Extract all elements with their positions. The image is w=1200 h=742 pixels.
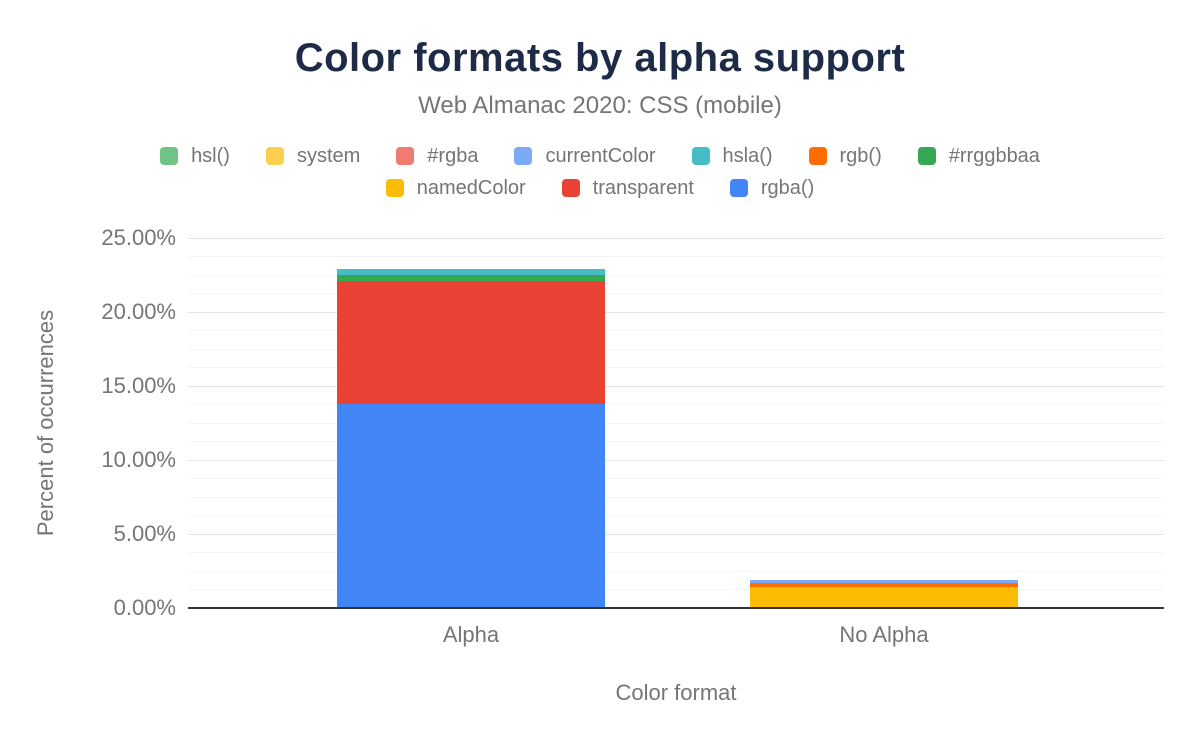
bar-segment[interactable] xyxy=(750,579,1018,584)
gridline-major xyxy=(188,237,1164,239)
gridline-minor xyxy=(188,367,1164,368)
gridline-minor xyxy=(188,570,1164,572)
legend-label: system xyxy=(296,145,361,167)
y-tick-label: 15.00% xyxy=(101,373,176,398)
legend-row: namedColor transparent rgba() xyxy=(0,176,1200,200)
gridline-major xyxy=(188,385,1164,387)
gridline-major xyxy=(188,459,1164,461)
bar-segment[interactable] xyxy=(750,587,1018,608)
bar-segment[interactable] xyxy=(337,404,605,608)
legend-label: currentColor xyxy=(545,145,656,167)
bar-segment[interactable] xyxy=(337,281,605,405)
legend-swatch xyxy=(265,147,284,165)
x-tick-label: No Alpha xyxy=(839,622,929,647)
legend-swatch xyxy=(561,179,580,197)
legend-label: #rgba xyxy=(427,145,479,167)
bar-segment[interactable] xyxy=(337,269,605,276)
legend: hsl() system #rgba currentColor hsla() rgb() #… xyxy=(0,144,1200,208)
y-tick-label: 10.00% xyxy=(101,447,176,472)
chart-title: Color formats by alpha support xyxy=(294,36,906,80)
gridline-minor xyxy=(188,422,1164,424)
gridline-minor xyxy=(188,515,1164,516)
bar-segment[interactable] xyxy=(750,583,1018,588)
legend-swatch xyxy=(917,147,936,165)
legend-item-rgb[interactable]: rgb() xyxy=(808,144,882,168)
gridline-minor xyxy=(188,404,1164,405)
legend-label: #rrggbbaa xyxy=(948,145,1040,167)
legend-swatch xyxy=(729,179,748,197)
gridline-major xyxy=(188,311,1164,313)
gridline-minor xyxy=(188,496,1164,498)
legend-item-currentcolor[interactable]: currentColor xyxy=(514,144,656,168)
y-tick-label: 20.00% xyxy=(101,299,176,324)
x-tick-label: Alpha xyxy=(442,622,500,647)
gridline-major xyxy=(188,533,1164,535)
chart-subtitle: Web Almanac 2020: CSS (mobile) xyxy=(418,92,782,119)
legend-swatch xyxy=(514,147,533,165)
gridline-minor xyxy=(188,552,1164,553)
legend-item-rgba[interactable]: rgba() xyxy=(729,176,815,200)
legend-swatch xyxy=(691,147,710,165)
legend-item-transparent[interactable]: transparent xyxy=(561,176,694,200)
legend-item-hsla[interactable]: hsla() xyxy=(691,144,773,168)
gridline-minor xyxy=(188,330,1164,331)
gridline-minor xyxy=(188,478,1164,479)
legend-label: hsl() xyxy=(191,145,230,167)
gridline-minor xyxy=(188,256,1164,257)
plot-area xyxy=(188,237,1164,609)
legend-label: transparent xyxy=(592,177,694,199)
y-axis-title: Percent of occurrences xyxy=(33,309,58,537)
legend-item-hsl[interactable]: hsl() xyxy=(160,144,230,168)
gridline-minor xyxy=(188,293,1164,294)
x-axis-line xyxy=(188,607,1164,609)
gridline-minor xyxy=(188,274,1164,276)
x-axis-title: Color format xyxy=(615,680,737,705)
gridline-minor xyxy=(188,589,1164,590)
legend-swatch xyxy=(385,179,404,197)
gridline-minor xyxy=(188,348,1164,350)
legend-label: rgba() xyxy=(760,177,815,199)
y-tick-label: 25.00% xyxy=(101,225,176,250)
legend-swatch xyxy=(160,147,179,165)
legend-swatch xyxy=(396,147,415,165)
gridline-minor xyxy=(188,441,1164,442)
legend-row: hsl() system #rgba currentColor hsla() rgb() #… xyxy=(0,144,1200,168)
y-tick-label: 5.00% xyxy=(113,521,176,546)
legend-item-system[interactable]: system xyxy=(265,144,361,168)
legend-item-namedcolor[interactable]: namedColor xyxy=(385,176,526,200)
bar-alpha xyxy=(337,269,605,608)
legend-swatch xyxy=(808,147,827,165)
legend-item-rrggbbaa[interactable]: #rrggbbaa xyxy=(917,144,1040,168)
bar-segment[interactable] xyxy=(337,275,605,282)
legend-label: rgb() xyxy=(839,145,882,167)
legend-label: namedColor xyxy=(416,177,526,199)
y-tick-label: 0.00% xyxy=(113,595,176,620)
legend-item-rgba[interactable]: #rgba xyxy=(396,144,478,168)
bar-no-alpha xyxy=(750,579,1018,608)
legend-label: hsla() xyxy=(722,145,773,167)
